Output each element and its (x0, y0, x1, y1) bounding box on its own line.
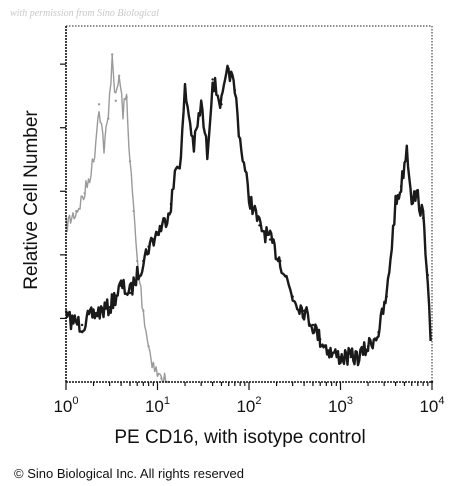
data-point (83, 192, 86, 195)
data-point (399, 185, 403, 188)
data-point (92, 313, 95, 316)
series-1 (64, 53, 170, 384)
data-point (107, 117, 110, 120)
data-point (238, 138, 242, 142)
series-2 (64, 64, 434, 384)
data-point (247, 195, 251, 199)
data-point (220, 103, 223, 106)
data-point (211, 78, 214, 81)
data-point (97, 103, 101, 106)
data-point (147, 245, 150, 248)
data-point (385, 295, 388, 298)
data-point (227, 67, 230, 70)
data-point (142, 259, 145, 263)
x-tick-label: 103 (328, 395, 353, 416)
data-point (142, 309, 145, 312)
data-point (319, 338, 322, 341)
data-point (108, 306, 111, 309)
data-point (175, 167, 178, 170)
data-point (405, 145, 408, 149)
x-tick-label: 102 (236, 395, 261, 416)
data-point (421, 217, 425, 220)
data-point (200, 103, 203, 106)
x-tick-label: 100 (53, 395, 78, 416)
data-point (330, 352, 333, 355)
data-point (179, 156, 183, 159)
data-point (132, 209, 135, 213)
axes-layer (60, 25, 433, 390)
data-point (291, 295, 294, 298)
data-point (156, 373, 159, 377)
data-point (279, 259, 282, 263)
data-point (121, 110, 125, 113)
data-point (258, 224, 261, 227)
data-point (311, 323, 315, 327)
data-point (152, 363, 155, 366)
data-point (117, 74, 121, 78)
data-point (160, 377, 163, 380)
series-layer (64, 53, 434, 384)
data-point (156, 231, 159, 234)
data-point (92, 160, 95, 163)
data-point (114, 99, 118, 103)
tick-label-layer: 100 101 102 103 104 (53, 395, 444, 416)
data-point (183, 88, 187, 92)
data-point (233, 88, 236, 92)
watermark-text: with permission from Sino Biological (10, 8, 159, 19)
data-point (136, 259, 139, 263)
data-point (163, 220, 166, 223)
data-point (136, 274, 139, 277)
x-tick-label: 101 (145, 395, 170, 416)
data-point (111, 53, 114, 56)
x-axis-label: PE CD16, with isotype control (114, 427, 365, 448)
y-axis-label: Relative Cell Number (21, 110, 42, 290)
data-point (366, 345, 370, 348)
data-point (125, 96, 128, 99)
data-point (339, 355, 342, 359)
data-point (358, 355, 361, 359)
data-point (128, 291, 132, 295)
data-point (377, 331, 380, 334)
series-1-line (65, 54, 168, 383)
data-point (206, 153, 209, 156)
data-point (410, 195, 413, 199)
data-point (349, 355, 353, 359)
x-tick-label: 104 (419, 395, 444, 416)
data-point (192, 145, 196, 149)
data-point (416, 195, 419, 199)
data-point (102, 145, 106, 149)
data-point (268, 238, 272, 241)
data-point (119, 284, 123, 288)
copyright-notice: © Sino Biological Inc. All rights reserv… (14, 466, 244, 481)
data-point (75, 209, 78, 213)
data-point (80, 323, 84, 327)
data-point (302, 309, 306, 312)
data-point (169, 202, 173, 206)
data-point (128, 160, 132, 163)
data-point (426, 274, 429, 277)
series-2-line (64, 64, 432, 367)
data-point (394, 202, 397, 206)
data-point (147, 345, 150, 348)
